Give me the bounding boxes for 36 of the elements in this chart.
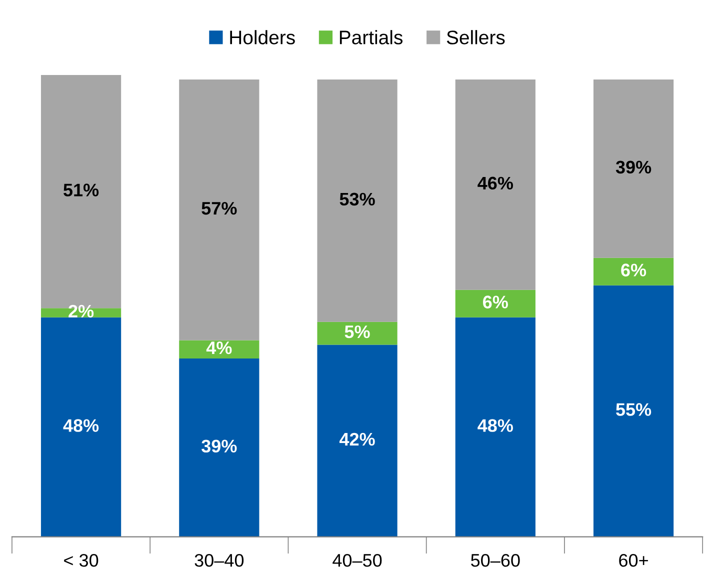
legend-label: Holders [230, 30, 295, 44]
data-label: 46% [478, 176, 513, 190]
bar [179, 340, 260, 358]
data-label: 2% [68, 304, 94, 318]
x-tick-label: 50–60 [471, 554, 520, 567]
bar [40, 317, 122, 537]
data-label: 6% [483, 296, 508, 308]
data-label: 6% [621, 264, 646, 276]
data-label: 48% [63, 419, 99, 432]
x-tick-label: < 30 [64, 554, 98, 567]
data-label: 51% [64, 184, 99, 196]
data-label: 48% [478, 419, 513, 432]
data-label: 42% [339, 432, 375, 446]
bar [455, 317, 536, 537]
bar [179, 80, 260, 340]
data-label: 39% [616, 160, 652, 174]
bar [317, 344, 398, 537]
bar [317, 322, 398, 345]
data-label: 53% [340, 192, 375, 206]
data-label: 55% [616, 403, 652, 416]
x-tick-label: 40–50 [332, 554, 382, 567]
bar [593, 258, 674, 286]
data-label: 5% [344, 325, 370, 338]
bar [593, 285, 674, 537]
legend-label: Sellers [446, 30, 505, 44]
data-label: 39% [202, 440, 237, 453]
bar [455, 80, 536, 290]
bar [593, 80, 674, 258]
bar [179, 358, 260, 537]
x-tick-label: 30–40 [194, 554, 244, 567]
bar [455, 290, 536, 318]
x-tick-label: 60+ [619, 554, 648, 567]
bar [317, 80, 398, 322]
legend-label: Partials [340, 30, 402, 44]
data-label: 57% [202, 202, 237, 215]
data-label: 4% [206, 341, 232, 354]
